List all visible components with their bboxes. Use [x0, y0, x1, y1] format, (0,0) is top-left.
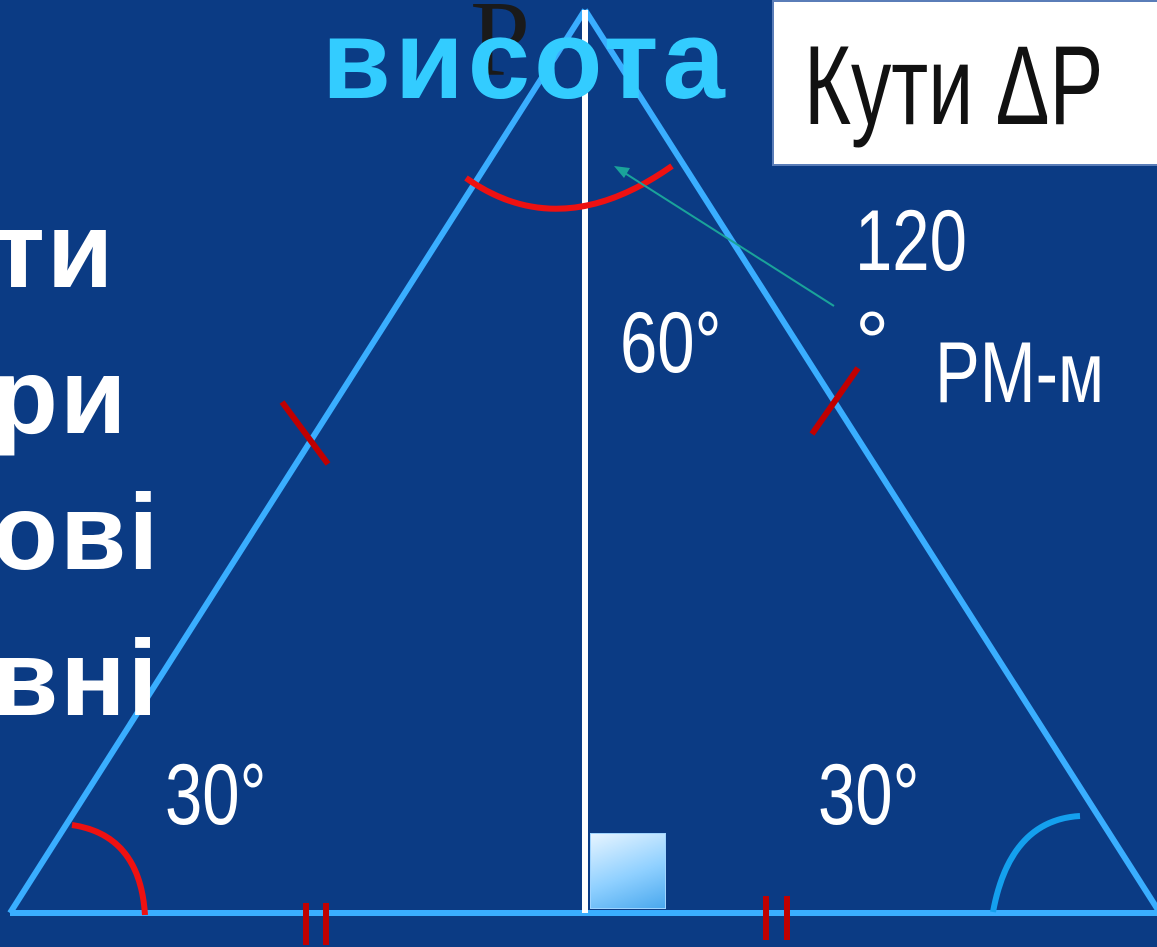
title-box: Кути ΔP: [772, 0, 1157, 166]
angle-label-bottom-left: 30°: [165, 747, 267, 843]
side-tick-right: [809, 366, 861, 436]
left-text-line-4: вні: [0, 617, 160, 738]
pointer-arrow-line: [619, 169, 835, 307]
side-pb: [582, 8, 1157, 914]
square-right-angle-icon: [590, 833, 666, 909]
bottom-left-angle-arc: [71, 822, 148, 916]
left-text-line-3: ові: [0, 471, 161, 592]
angle-label-bottom-right: 30°: [818, 747, 920, 843]
median-label: PM-м: [935, 325, 1105, 421]
apex-angle-arc: [464, 163, 674, 212]
exterior-angle-value: 120: [855, 193, 967, 289]
exterior-angle-degree: °: [855, 295, 890, 391]
pointer-arrow-head: [614, 166, 630, 178]
bottom-right-angle-arc: [990, 813, 1081, 913]
left-text-line-2: ри: [0, 335, 129, 456]
height-overlay-label: висота: [322, 0, 729, 122]
side-pa: [7, 8, 588, 915]
side-tick-left: [279, 400, 331, 466]
angle-label-60: 60°: [620, 295, 722, 391]
vertex-label-p: P: [470, 0, 531, 99]
title-text: Кути ΔP: [804, 23, 1104, 148]
left-text-line-1: ти: [0, 189, 116, 310]
